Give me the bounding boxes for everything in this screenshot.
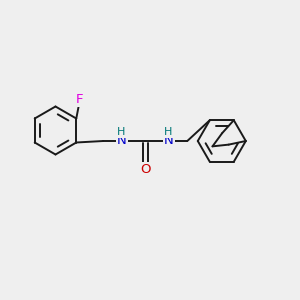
Text: N: N — [164, 134, 174, 148]
Text: H: H — [164, 127, 172, 137]
Text: O: O — [140, 163, 151, 176]
Text: F: F — [76, 93, 83, 106]
Text: H: H — [117, 127, 125, 137]
Text: N: N — [117, 134, 127, 148]
